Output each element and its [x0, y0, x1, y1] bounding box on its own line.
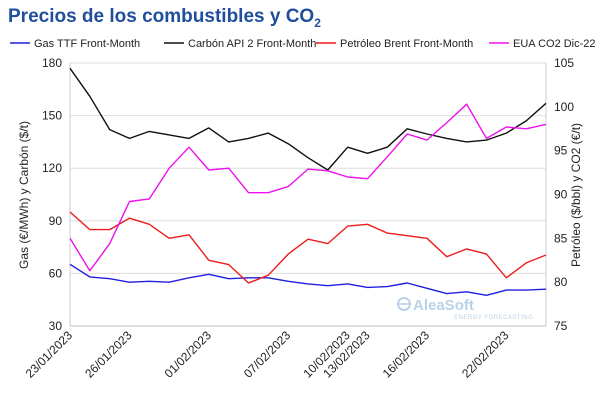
tick-labels: 30 60 90 120 150 180 75 80 85 90 95 100 105 23/01/202… [23, 56, 575, 381]
chart-title-subscript: 2 [314, 15, 321, 30]
y-right-tick-label: 100 [554, 100, 574, 114]
y-right-tick-label: 75 [554, 319, 568, 333]
legend: Gas TTF Front-Month Carbón API 2 Front-Mo… [10, 38, 596, 50]
y-axis-right-label: Petróleo ($/bbl) y CO2 (€/t) [569, 123, 583, 267]
y-axis-left-label: Gas (€/MWh) y Carbón ($/t) [17, 121, 31, 269]
y-right-tick-label: 105 [554, 56, 574, 70]
y-right-tick-label: 90 [554, 188, 568, 202]
axes [69, 63, 547, 327]
x-tick-label: 23/01/2023 [23, 328, 76, 381]
series-line-1 [69, 67, 547, 171]
x-tick-label: 01/02/2023 [162, 328, 215, 381]
chart-title: Precios de los combustibles y CO2 [8, 6, 321, 30]
y-left-tick-label: 150 [42, 109, 62, 123]
y-left-tick-label: 120 [42, 161, 62, 175]
legend-label: Petróleo Brent Front-Month [340, 38, 473, 50]
chart-title-main: Precios de los combustibles y CO [8, 6, 315, 27]
legend-label: EUA CO2 Dic-22 [513, 38, 596, 50]
y-right-tick-label: 85 [554, 231, 568, 245]
gridlines [70, 62, 546, 274]
y-right-tick-label: 95 [554, 144, 568, 158]
aleasoft-watermark: AleaSoft ENERGY FORECASTING [397, 297, 533, 321]
y-right-tick-label: 80 [554, 275, 568, 289]
x-tick-label: 22/02/2023 [459, 328, 512, 381]
series-line-0 [69, 263, 547, 296]
y-left-tick-label: 60 [49, 266, 63, 280]
legend-label: Gas TTF Front-Month [34, 38, 140, 50]
y-left-tick-label: 30 [49, 319, 63, 333]
series-line-3 [69, 103, 547, 272]
watermark-brand: AleaSoft [413, 297, 474, 314]
y-left-tick-label: 180 [42, 56, 62, 70]
x-tick-label: 26/01/2023 [82, 328, 135, 381]
series-line-2 [69, 211, 547, 284]
watermark-tagline: ENERGY FORECASTING [454, 315, 533, 321]
x-tick-label: 07/02/2023 [241, 328, 294, 381]
legend-label: Carbón API 2 Front-Month [188, 38, 316, 50]
y-left-tick-label: 90 [49, 214, 63, 228]
series-lines [69, 67, 547, 296]
x-tick-label: 16/02/2023 [380, 328, 433, 381]
